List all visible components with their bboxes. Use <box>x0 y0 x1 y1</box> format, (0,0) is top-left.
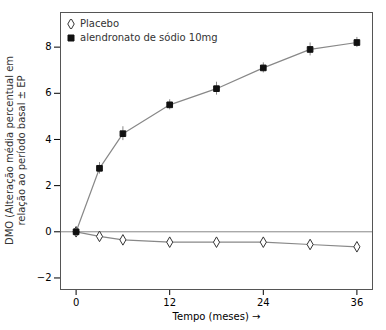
svg-text:8: 8 <box>45 41 51 52</box>
svg-text:Tempo (meses) →: Tempo (meses) → <box>172 311 261 322</box>
svg-text:2: 2 <box>45 180 51 191</box>
svg-text:0: 0 <box>73 297 79 308</box>
html-text:Placebo: Placebo <box>80 18 120 29</box>
svg-text:−2: −2 <box>37 272 52 283</box>
html-text:alendronato de sódio 10mg: alendronato de sódio 10mg <box>80 32 218 43</box>
svg-text:24: 24 <box>257 297 270 308</box>
svg-text:6: 6 <box>45 87 51 98</box>
html-text:DMO (Alteração média percentua: DMO (Alteração média percentual em relaç… <box>4 56 27 245</box>
svg-text:12: 12 <box>163 297 176 308</box>
svg-text:36: 36 <box>351 297 364 308</box>
svg-text:0: 0 <box>45 226 51 237</box>
svg-text:4: 4 <box>45 134 51 145</box>
